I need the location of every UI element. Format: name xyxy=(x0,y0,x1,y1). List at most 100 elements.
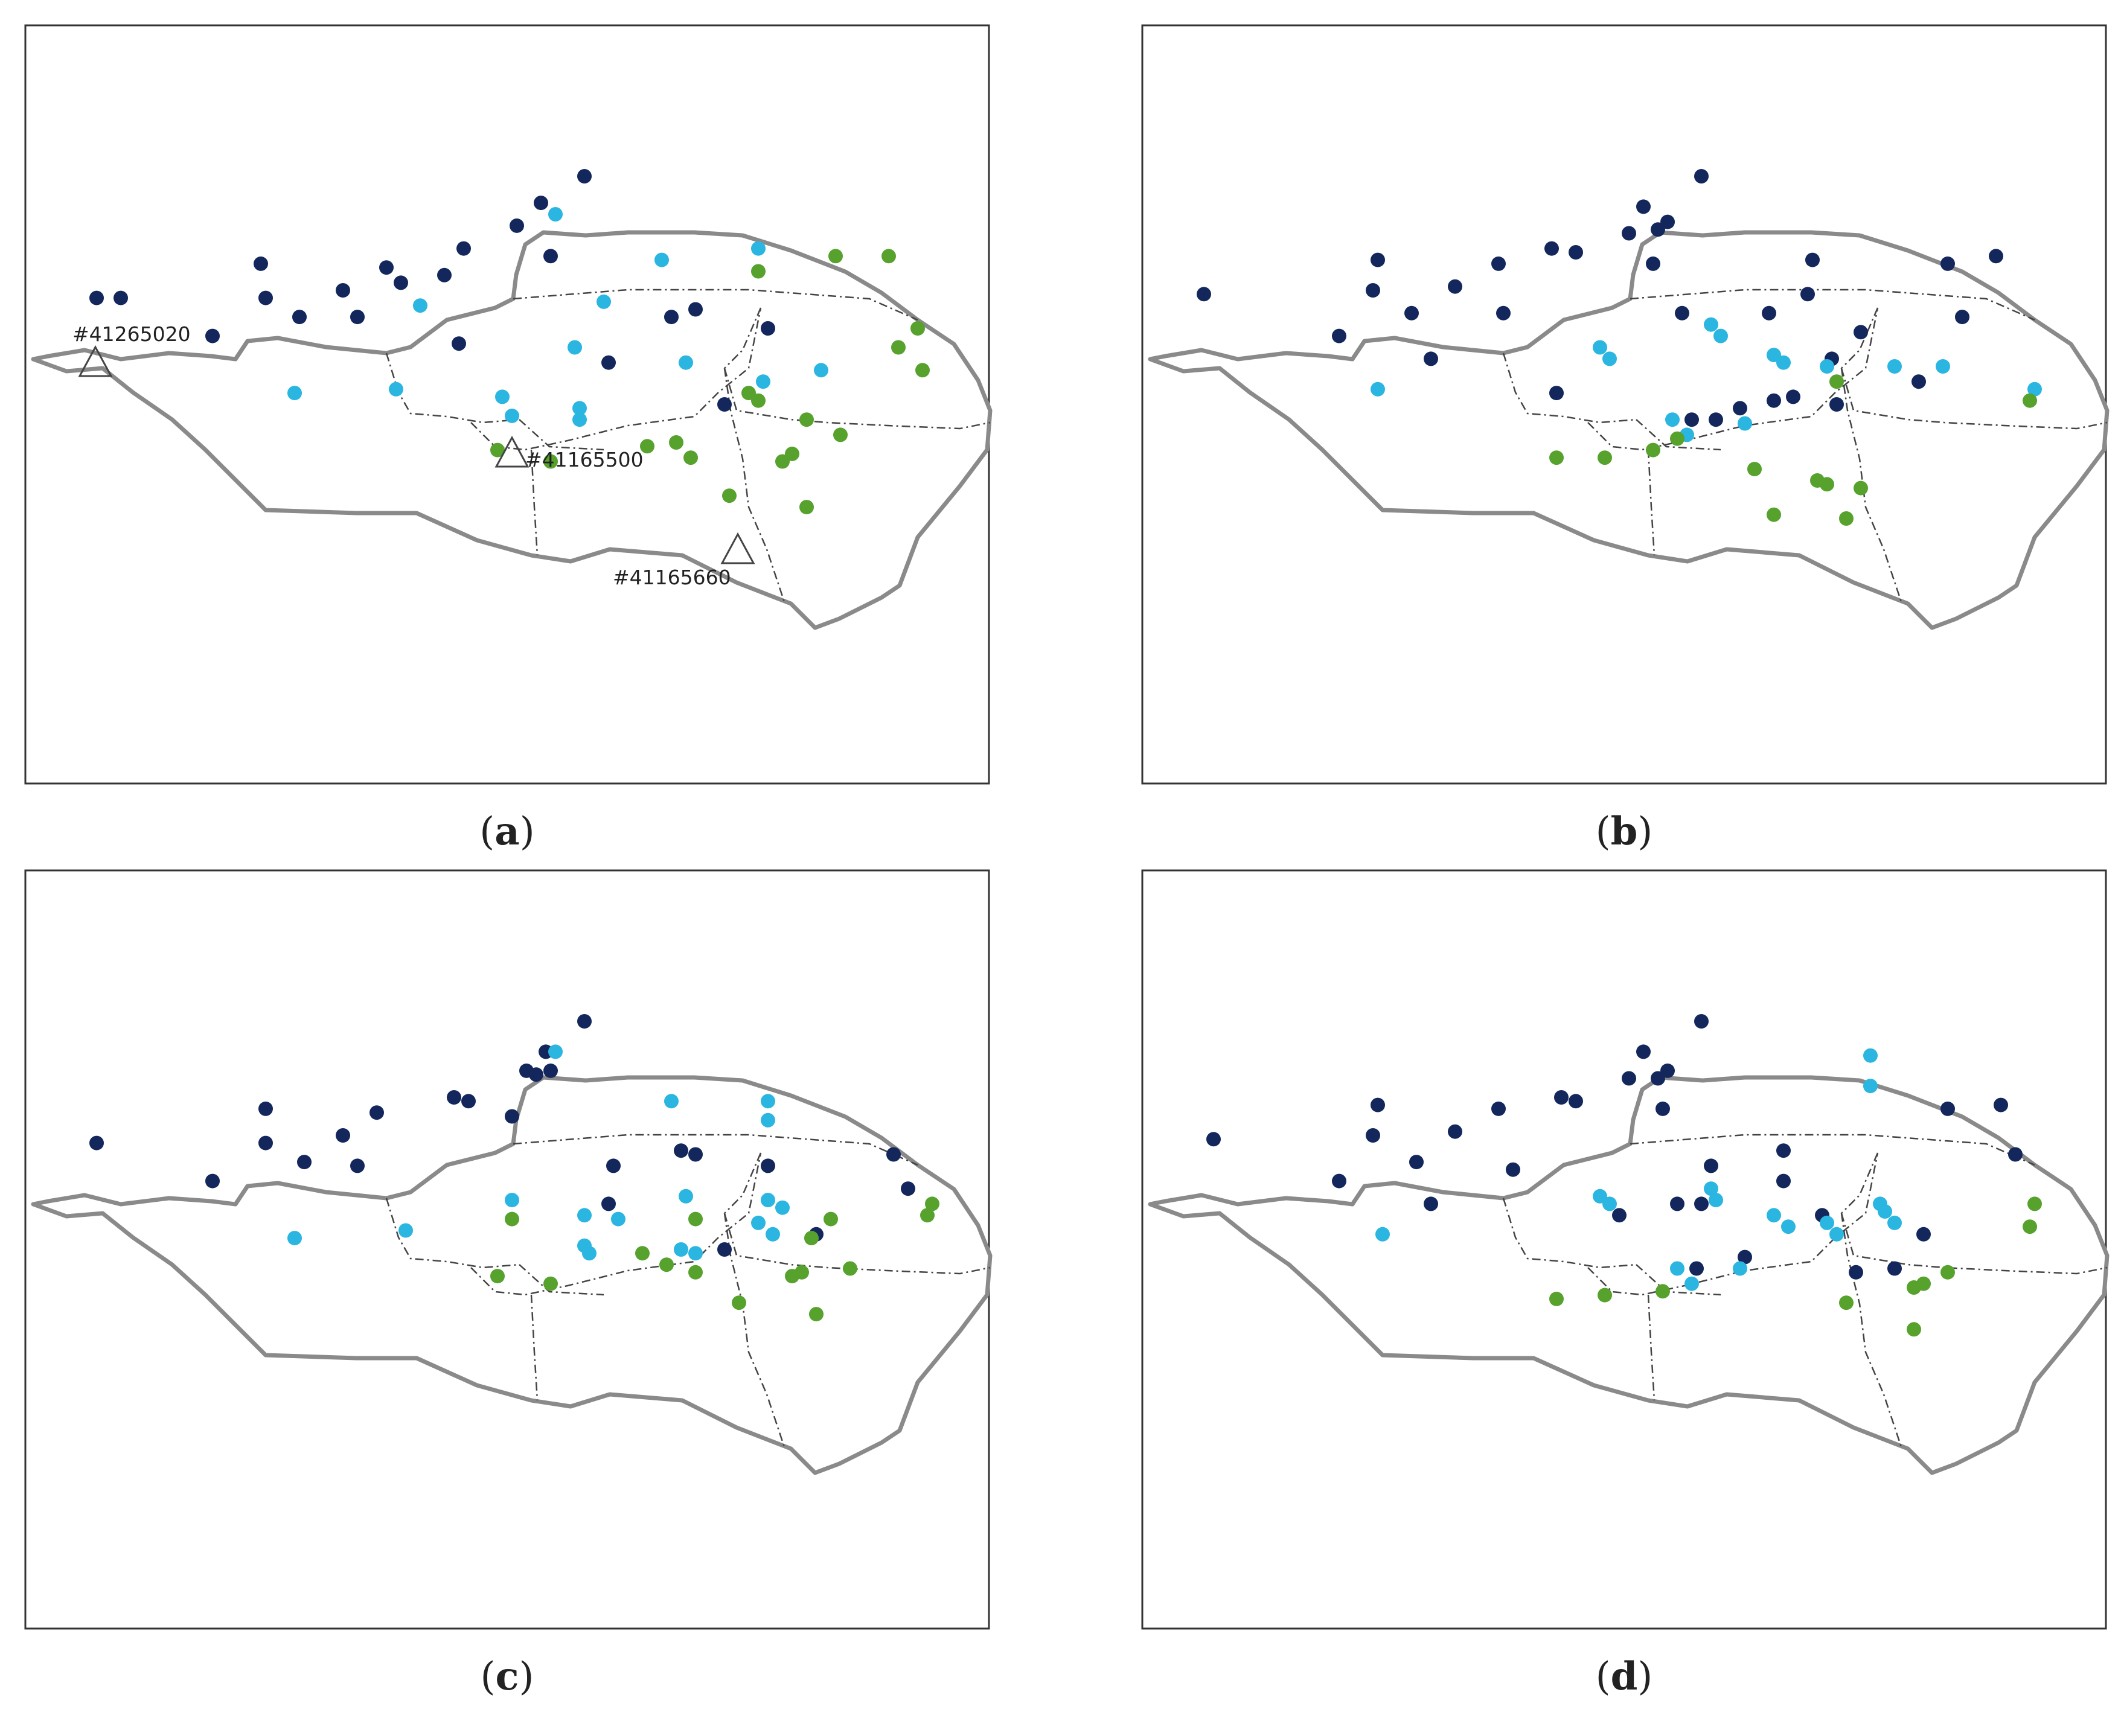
station-point-class-1 xyxy=(292,310,307,325)
station-point-class-1 xyxy=(456,241,471,256)
station-point-class-2 xyxy=(548,1044,563,1059)
caption-a: (a) xyxy=(479,809,535,854)
station-point-class-2 xyxy=(1704,317,1718,332)
station-point-class-3 xyxy=(683,450,698,465)
station-point-class-1 xyxy=(258,1101,273,1116)
map-frame xyxy=(24,24,990,785)
station-point-class-3 xyxy=(809,1307,824,1322)
station-point-class-2 xyxy=(389,381,403,397)
station-point-class-2 xyxy=(1887,359,1902,374)
station-point-class-1 xyxy=(461,1094,476,1109)
station-point-class-3 xyxy=(2023,393,2037,408)
station-point-class-1 xyxy=(1994,1097,2008,1112)
caption-c: (c) xyxy=(480,1654,534,1699)
station-point-class-2 xyxy=(572,412,587,427)
subbasin-boundary xyxy=(1647,1294,1656,1401)
station-point-class-1 xyxy=(1738,1249,1752,1265)
station-point-class-3 xyxy=(910,321,925,336)
station-point-class-1 xyxy=(601,355,616,370)
subbasin-boundary xyxy=(519,419,604,451)
station-point-class-1 xyxy=(1549,386,1564,401)
station-point-class-1 xyxy=(1656,1101,1670,1116)
map-panel-d xyxy=(1141,869,2110,1630)
subbasin-boundary xyxy=(385,353,520,424)
gauge-label: #41165660 xyxy=(613,566,731,589)
station-point-class-2 xyxy=(1738,416,1752,431)
station-point-class-1 xyxy=(350,310,365,325)
station-point-class-1 xyxy=(1404,305,1419,321)
station-point-class-1 xyxy=(89,290,104,305)
station-point-class-2 xyxy=(577,1208,592,1223)
basin-outline xyxy=(1148,230,2110,630)
station-point-class-3 xyxy=(635,1246,650,1261)
station-point-class-1 xyxy=(1660,214,1675,229)
station-point-class-1 xyxy=(1767,393,1781,408)
station-point-class-1 xyxy=(901,1181,915,1196)
station-point-class-2 xyxy=(1709,1193,1723,1208)
station-point-class-1 xyxy=(89,1135,104,1150)
station-point-class-1 xyxy=(1622,226,1636,241)
station-point-class-3 xyxy=(833,427,848,442)
station-point-class-1 xyxy=(543,249,558,264)
subbasin-boundary xyxy=(1636,419,1721,451)
map-panel-c xyxy=(24,869,993,1630)
station-point-class-2 xyxy=(1863,1048,1878,1063)
station-point-class-3 xyxy=(505,1211,519,1227)
station-point-class-3 xyxy=(1747,462,1762,477)
station-point-class-1 xyxy=(1636,1044,1651,1059)
station-point-class-3 xyxy=(795,1265,809,1280)
station-point-class-3 xyxy=(688,1265,703,1280)
station-point-class-1 xyxy=(1989,249,2003,264)
station-point-class-1 xyxy=(258,1135,273,1150)
station-point-class-2 xyxy=(751,241,766,256)
basin-outline xyxy=(1148,1075,2110,1475)
station-point-class-1 xyxy=(1646,256,1660,271)
subbasin-boundary xyxy=(1840,368,1903,604)
station-point-class-1 xyxy=(1491,256,1506,271)
station-point-class-3 xyxy=(722,488,737,503)
station-point-class-2 xyxy=(597,294,611,309)
station-point-class-2 xyxy=(688,1246,703,1261)
station-point-class-3 xyxy=(785,446,799,461)
station-point-class-2 xyxy=(761,1193,775,1208)
station-point-class-1 xyxy=(394,275,408,290)
station-point-class-2 xyxy=(751,1215,766,1230)
station-point-class-2 xyxy=(766,1227,780,1242)
station-point-class-2 xyxy=(1820,1215,1834,1230)
station-point-class-2 xyxy=(1602,351,1617,366)
station-point-class-3 xyxy=(640,439,654,454)
station-point-class-3 xyxy=(1940,1265,1955,1280)
station-point-class-1 xyxy=(1448,1124,1462,1139)
station-point-class-2 xyxy=(2027,381,2042,397)
station-point-class-2 xyxy=(1733,1261,1747,1276)
station-point-class-3 xyxy=(1598,450,1612,465)
station-point-class-1 xyxy=(1694,169,1709,183)
station-point-class-1 xyxy=(1424,1196,1438,1211)
station-point-class-1 xyxy=(688,1147,703,1162)
station-point-class-1 xyxy=(664,310,679,325)
station-point-class-2 xyxy=(1684,1276,1699,1291)
station-point-class-1 xyxy=(761,1158,775,1173)
station-point-class-1 xyxy=(205,1173,220,1189)
station-point-class-1 xyxy=(2008,1147,2023,1162)
station-point-class-1 xyxy=(577,1014,592,1029)
station-point-class-1 xyxy=(1332,328,1346,343)
station-point-class-2 xyxy=(1820,359,1834,374)
station-point-class-1 xyxy=(717,397,732,412)
station-point-class-1 xyxy=(254,256,268,271)
station-point-class-1 xyxy=(1704,1158,1718,1173)
station-point-class-3 xyxy=(1854,480,1868,496)
station-point-class-3 xyxy=(543,1276,558,1291)
station-point-class-2 xyxy=(761,1112,775,1128)
station-point-class-1 xyxy=(369,1105,384,1120)
station-point-class-3 xyxy=(1839,1295,1854,1310)
map-c-svg xyxy=(24,869,993,1630)
station-point-class-2 xyxy=(1776,355,1791,370)
station-point-class-1 xyxy=(1684,412,1699,427)
gauge-triangle xyxy=(494,435,529,468)
station-point-class-1 xyxy=(1955,310,1969,325)
station-point-class-2 xyxy=(664,1094,679,1109)
subbasin-boundary xyxy=(1840,368,2108,430)
subbasin-boundary xyxy=(1630,1134,2035,1166)
map-frame xyxy=(1141,869,2107,1630)
